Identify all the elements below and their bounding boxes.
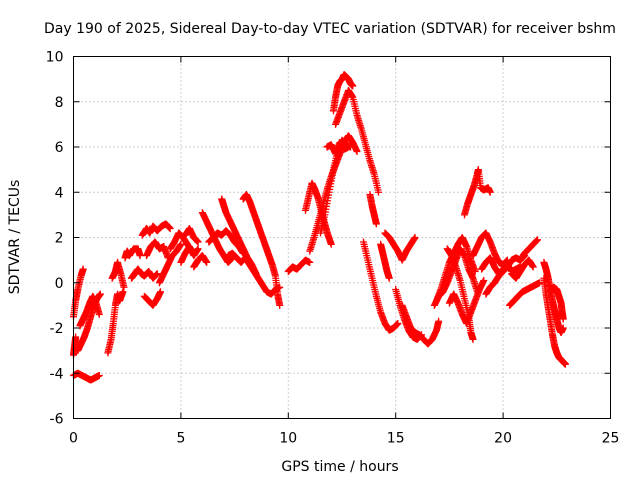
series-K xyxy=(143,238,172,262)
series-AM xyxy=(443,245,477,343)
x-tick-label: 5 xyxy=(176,431,185,447)
series-AF xyxy=(359,238,402,334)
data-point xyxy=(344,143,352,151)
series-AC xyxy=(329,71,357,115)
series-W xyxy=(239,191,284,309)
series-AX xyxy=(546,283,567,323)
series-AB xyxy=(323,138,352,158)
data-point xyxy=(194,245,202,253)
data-point xyxy=(561,360,569,368)
y-tick-label: 10 xyxy=(46,50,64,66)
series-AV xyxy=(540,258,567,337)
y-tick-label: 2 xyxy=(55,231,64,247)
series-X xyxy=(284,256,314,275)
y-tick-label: 6 xyxy=(55,140,64,156)
x-tick-label: 15 xyxy=(387,431,405,447)
series-H xyxy=(121,245,144,262)
y-axis-label: SDTVAR / TECUs xyxy=(7,180,23,295)
chart-title: Day 190 of 2025, Sidereal Day-to-day VTE… xyxy=(44,21,616,37)
series-AS xyxy=(506,279,544,309)
data-point xyxy=(95,310,103,318)
data-point xyxy=(471,267,479,275)
data-point xyxy=(136,252,144,260)
series-AU xyxy=(508,256,537,282)
series-J xyxy=(138,220,174,239)
series-AE xyxy=(366,191,380,228)
data-point xyxy=(533,236,541,244)
series-G xyxy=(108,258,128,291)
data-point xyxy=(486,188,494,196)
x-tick-label: 10 xyxy=(279,431,297,447)
data-point xyxy=(119,288,127,296)
y-tick-label: -6 xyxy=(50,412,64,428)
data-point xyxy=(177,240,185,248)
data-point xyxy=(480,276,488,284)
series-L xyxy=(140,267,161,282)
series-AD xyxy=(332,86,383,196)
series-M xyxy=(140,288,164,309)
data-point xyxy=(353,148,361,156)
series-AJ xyxy=(398,301,443,348)
axis-ticks: 0 5 10 15 20 25 -6 -4 -2 0 2 4 6 8 10 xyxy=(46,50,620,447)
data-point xyxy=(153,270,161,278)
y-tick-label: 4 xyxy=(55,185,64,201)
series-N xyxy=(155,240,185,287)
series-AH xyxy=(381,229,419,264)
y-tick-label: -2 xyxy=(50,321,64,337)
y-tick-label: 8 xyxy=(55,95,64,111)
data-point xyxy=(469,335,477,343)
data-point xyxy=(372,220,380,228)
data-point xyxy=(120,283,128,291)
data-point xyxy=(327,240,335,248)
data-point xyxy=(385,274,393,282)
data-point xyxy=(166,224,174,232)
series-P xyxy=(177,243,202,266)
series-C xyxy=(70,369,103,384)
data-point xyxy=(95,372,103,380)
series-R xyxy=(190,252,211,271)
data-point xyxy=(349,82,357,90)
data-point xyxy=(394,319,402,327)
data-point xyxy=(559,324,567,332)
series-AT xyxy=(516,236,541,264)
series-AN xyxy=(445,276,488,327)
data-point xyxy=(306,258,314,266)
x-tick-label: 0 xyxy=(69,431,78,447)
series-E xyxy=(76,292,103,330)
series-AO xyxy=(460,166,494,219)
data-point xyxy=(559,315,567,323)
series-Q xyxy=(181,224,202,246)
y-tick-label: 0 xyxy=(55,276,64,292)
data-point xyxy=(276,301,284,309)
data-point xyxy=(375,188,383,196)
series-F xyxy=(104,288,127,357)
data-point xyxy=(96,290,104,298)
data-point xyxy=(435,317,443,325)
x-axis-label: GPS time / hours xyxy=(281,459,398,475)
series-A xyxy=(70,265,87,321)
series-AG xyxy=(377,240,393,282)
data-points xyxy=(70,71,569,384)
x-tick-label: 20 xyxy=(494,431,512,447)
series-AP xyxy=(469,229,511,269)
data-point xyxy=(411,234,419,241)
x-tick-label: 25 xyxy=(602,431,620,447)
y-tick-label: -4 xyxy=(50,366,64,382)
data-point xyxy=(203,258,211,266)
series-AW xyxy=(540,274,569,368)
data-point xyxy=(156,288,164,296)
data-point xyxy=(529,263,537,271)
data-point xyxy=(79,265,87,273)
data-point xyxy=(194,238,202,246)
